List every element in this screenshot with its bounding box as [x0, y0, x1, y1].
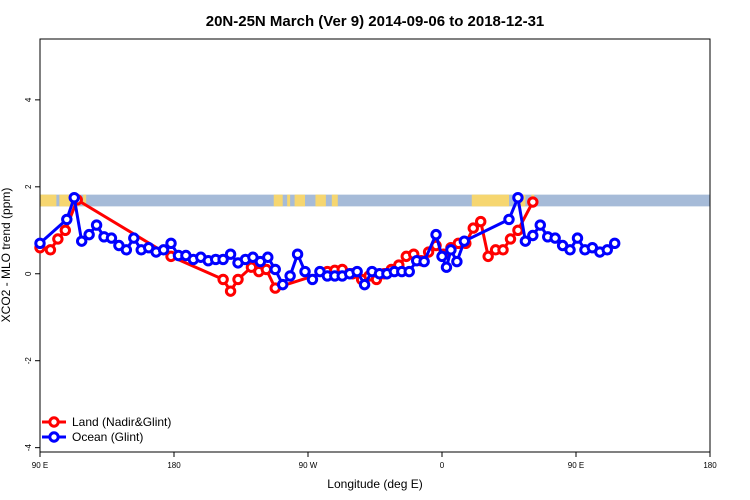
- data-point: [224, 248, 237, 260]
- x-axis-label: Longitude (deg E): [327, 477, 422, 491]
- data-point: [512, 224, 524, 236]
- data-point: [165, 237, 177, 250]
- data-point: [276, 278, 289, 291]
- legend-marker-ocean: [48, 431, 60, 443]
- data-point: [458, 235, 471, 247]
- data-point: [157, 244, 170, 256]
- series-layer: [34, 191, 621, 297]
- data-point: [44, 244, 57, 256]
- map-strip-land: [273, 194, 283, 207]
- data-point: [504, 233, 517, 245]
- data-point: [497, 244, 509, 256]
- data-point: [482, 250, 494, 263]
- data-point: [601, 244, 613, 256]
- data-point: [291, 248, 304, 260]
- data-point: [527, 196, 539, 208]
- map-strip-land: [287, 194, 291, 207]
- chart-title: 20N-25N March (Ver 9) 2014-09-06 to 2018…: [206, 13, 545, 30]
- legend-label-land: Land (Nadir&Glint): [72, 415, 171, 429]
- data-point: [61, 213, 73, 226]
- data-point: [128, 232, 140, 244]
- data-point: [358, 278, 371, 291]
- data-point: [260, 263, 273, 276]
- data-point: [68, 191, 80, 204]
- map-strip-land: [315, 194, 326, 207]
- data-point: [284, 270, 296, 282]
- data-point: [436, 250, 448, 263]
- x-tick-label: 180: [167, 461, 181, 470]
- data-point: [451, 255, 463, 268]
- data-point: [120, 244, 133, 256]
- y-axis: -4 -2 0 2 4: [24, 97, 40, 451]
- map-strip-land: [471, 194, 509, 207]
- series-ocean: [34, 191, 621, 291]
- data-point: [217, 253, 229, 266]
- map-strip-land: [59, 194, 79, 207]
- data-point: [418, 255, 430, 268]
- data-point: [445, 244, 457, 256]
- y-axis-label: XCO2 - MLO trend (ppm): [0, 188, 13, 323]
- data-point: [467, 222, 479, 234]
- data-point: [475, 215, 487, 228]
- y-tick-label: -4: [24, 444, 33, 452]
- legend: Land (Nadir&Glint) Ocean (Glint): [42, 415, 171, 444]
- x-tick-label: 90 E: [568, 461, 584, 470]
- data-point: [549, 232, 561, 244]
- legend-marker-land: [48, 416, 60, 428]
- data-point: [403, 265, 415, 278]
- data-point: [430, 228, 442, 241]
- data-point: [527, 229, 539, 242]
- map-strip-land: [83, 194, 87, 207]
- y-tick-label: 4: [24, 97, 33, 102]
- y-tick-label: -2: [24, 357, 33, 365]
- data-point: [83, 228, 95, 241]
- data-point: [299, 265, 311, 278]
- data-point: [34, 237, 46, 250]
- data-point: [519, 235, 532, 247]
- legend-label-ocean: Ocean (Glint): [72, 430, 143, 444]
- map-strip-ocean: [40, 194, 710, 207]
- data-point: [224, 285, 237, 297]
- data-point: [269, 263, 281, 276]
- data-point: [52, 233, 64, 245]
- x-tick-label: 0: [440, 461, 445, 470]
- data-point: [564, 244, 576, 256]
- data-point: [503, 213, 515, 226]
- map-strip: [40, 194, 710, 207]
- x-tick-label: 90 E: [32, 461, 48, 470]
- y-tick-label: 2: [24, 184, 33, 189]
- data-point: [440, 261, 453, 273]
- data-point: [534, 219, 546, 231]
- map-strip-land: [294, 194, 306, 207]
- data-point: [609, 237, 621, 250]
- data-point: [217, 273, 229, 286]
- data-point: [75, 235, 88, 247]
- map-strip-land: [331, 194, 338, 207]
- data-point: [90, 219, 103, 231]
- data-point: [351, 265, 363, 278]
- data-point: [571, 232, 584, 244]
- x-axis: 90 E 180 90 W 0 90 E 180: [32, 452, 717, 470]
- x-tick-label: 180: [703, 461, 717, 470]
- data-point: [262, 251, 274, 263]
- data-point: [232, 273, 244, 286]
- map-strip-land: [40, 194, 57, 207]
- x-tick-label: 90 W: [299, 461, 318, 470]
- data-point: [59, 224, 72, 236]
- data-point: [306, 273, 319, 286]
- data-point: [512, 191, 524, 204]
- y-tick-label: 0: [24, 271, 33, 276]
- data-point: [105, 232, 118, 244]
